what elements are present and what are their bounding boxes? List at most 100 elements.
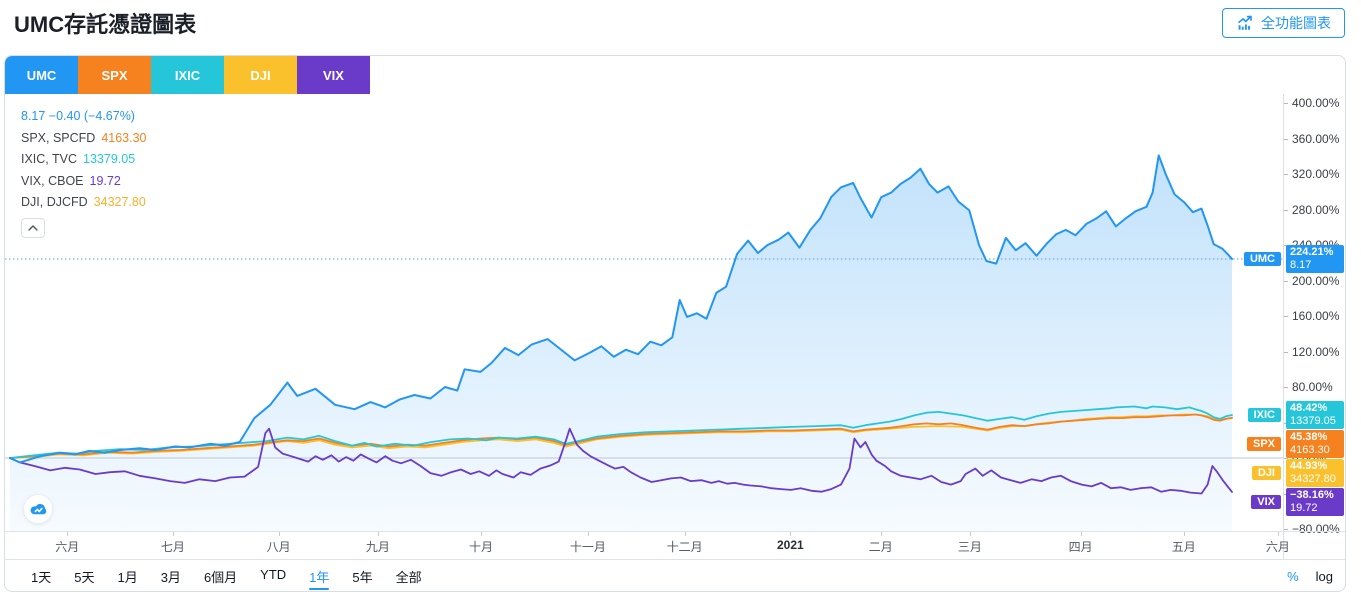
time-scale-tick: [67, 532, 69, 536]
price-scale-label: 280.00%: [1292, 202, 1340, 217]
legend-symbol-value: 4163.30: [101, 130, 147, 145]
legend-symbol-label: DJI, DJCFD: [21, 195, 88, 209]
price-scale-tick: [1284, 458, 1288, 459]
log-scale-button[interactable]: log: [1315, 568, 1333, 584]
chevron-up-icon: [28, 224, 38, 231]
time-scale-label: 六月: [55, 540, 80, 554]
series-line-umc: [9, 154, 1233, 464]
price-tag-percent: 44.93%: [1290, 460, 1328, 473]
price-scale-tick: [1284, 209, 1288, 211]
price-scale-tick: [1284, 103, 1288, 104]
price-tag-price: 34327.80: [1290, 473, 1336, 486]
bottom-toolbar: 1天 5天 1月 3月 6個月 YTD 1年 5年 全部 % log: [5, 559, 1345, 592]
price-tag-umc: 224.21% 8.17: [1286, 245, 1344, 273]
full-featured-chart-button[interactable]: 全功能圖表: [1222, 8, 1345, 38]
time-scale-tick: [969, 532, 971, 536]
range-button-6個月[interactable]: 6個月: [203, 569, 238, 585]
series-flag-spx: SPX: [1246, 437, 1281, 452]
price-tag-price: 8.17: [1290, 259, 1312, 271]
range-button-1年[interactable]: 1年: [309, 561, 330, 592]
price-scale-tick: [1284, 174, 1288, 175]
time-scale-label: 二月: [868, 540, 893, 554]
price-tag-percent: 224.21%: [1290, 246, 1334, 258]
chart-legend: 8.17 −0.40 (−4.67%) SPX, SPCFD 4163.30 IXI…: [21, 106, 147, 238]
tradingview-logo[interactable]: [23, 494, 53, 524]
time-scale-tick: [790, 532, 792, 536]
series-line-spx: [9, 413, 1233, 459]
time-scale-tick: [587, 532, 589, 536]
time-scale-tick: [880, 532, 882, 536]
price-tag-percent: 45.38%: [1290, 431, 1328, 444]
tab-spx[interactable]: SPX: [78, 56, 151, 94]
price-scale-label: 80.00%: [1292, 380, 1333, 394]
time-scale-label: 四月: [1068, 540, 1093, 554]
time-scale-tick: [1277, 532, 1279, 536]
price-tag-dji: 44.93% 34327.80: [1286, 459, 1344, 488]
time-scale-label: 八月: [266, 540, 291, 554]
time-scale-label: 十一月: [569, 540, 606, 554]
legend-symbol-value: 19.72: [89, 173, 121, 188]
percent-scale-button[interactable]: %: [1287, 568, 1299, 584]
time-scale-label: 六月: [1265, 540, 1290, 554]
umc-area-fill: [10, 155, 1232, 531]
full-featured-chart-label: 全功能圖表: [1261, 15, 1331, 31]
price-scale[interactable]: 400.00%360.00%320.00%280.00%240.00%200.0…: [1283, 94, 1345, 536]
price-tag-vix: −38.16% 19.72: [1286, 488, 1344, 517]
date-range-buttons: 1天 5天 1月 3月 6個月 YTD 1年 5年 全部: [31, 561, 422, 592]
series-flag-ixic: IXIC: [1247, 408, 1281, 423]
legend-symbol-label: VIX, CBOE: [21, 173, 84, 188]
range-button-ytd[interactable]: YTD: [260, 566, 287, 582]
price-scale-tick: [1284, 138, 1288, 140]
range-button-1天[interactable]: 1天: [31, 569, 52, 585]
series-flag-dji: DJI: [1251, 466, 1281, 481]
time-scale-tick: [1080, 532, 1082, 536]
legend-symbol-value: 13379.05: [83, 152, 136, 166]
range-button-5天[interactable]: 5天: [74, 569, 95, 585]
time-scale-label: 2021: [776, 538, 804, 552]
price-scale-label: 120.00%: [1292, 344, 1340, 359]
legend-collapse-button[interactable]: [21, 217, 45, 238]
time-scale-label: 三月: [957, 540, 982, 554]
price-tag-ixic: 48.42% 13379.05: [1286, 401, 1344, 430]
time-scale-tick: [377, 532, 379, 536]
legend-row-vix: VIX, CBOE 19.72: [21, 171, 147, 193]
tab-dji[interactable]: DJI: [224, 56, 297, 94]
series-flag-vix: VIX: [1251, 495, 1281, 510]
time-scale-label: 七月: [160, 540, 185, 554]
range-button-5年[interactable]: 5年: [352, 569, 373, 585]
chart-widget-panel: UMC SPX IXIC DJI VIX 8.17 −0.40 (−4.67%) SPX…: [4, 55, 1346, 592]
tab-vix[interactable]: VIX: [297, 56, 370, 94]
time-scale-tick: [278, 532, 280, 536]
legend-row-dji: DJI, DJCFD 34327.80: [21, 192, 147, 214]
price-tag-percent: 48.42%: [1290, 402, 1328, 415]
range-button-3月[interactable]: 3月: [160, 569, 181, 585]
time-scale-tick: [1183, 532, 1185, 536]
price-chart-svg[interactable]: [5, 94, 1283, 531]
time-scale-label: 十二月: [666, 540, 703, 554]
range-button-1月[interactable]: 1月: [117, 569, 138, 585]
page-header: UMC存託憑證圖表 全功能圖表: [0, 0, 1361, 50]
range-button-全部[interactable]: 全部: [395, 569, 422, 585]
legend-symbol-label: SPX, SPCFD: [21, 130, 96, 145]
time-scale-label: 九月: [365, 540, 390, 554]
price-scale-label: −80.00%: [1292, 522, 1340, 536]
price-scale-label: 360.00%: [1292, 131, 1340, 146]
price-scale-label: 320.00%: [1292, 167, 1340, 181]
legend-row-spx: SPX, SPCFD 4163.30: [21, 128, 147, 150]
tab-umc[interactable]: UMC: [5, 56, 78, 94]
price-scale-tick: [1284, 387, 1288, 388]
time-scale-tick: [481, 532, 482, 536]
time-scale-corner-divider: [1283, 532, 1284, 560]
time-scale-tick: [684, 532, 686, 536]
price-scale-label: 160.00%: [1292, 309, 1340, 323]
scale-toggle-group: % log: [1287, 569, 1333, 584]
series-line-vix: [9, 427, 1233, 495]
price-scale-tick: [1284, 529, 1288, 530]
time-scale[interactable]: 六月 七月 八月 九月 十月 十一月 十二月 2021 二月 三月 四月 五月 六月: [5, 531, 1345, 560]
time-scale-tick: [172, 532, 174, 536]
time-scale-label: 十月: [468, 540, 494, 554]
chart-plot-area[interactable]: 8.17 −0.40 (−4.67%) SPX, SPCFD 4163.30 IXI…: [5, 94, 1345, 536]
price-tag-price: 19.72: [1290, 502, 1318, 515]
tab-ixic[interactable]: IXIC: [151, 56, 224, 94]
series-line-ixic: [9, 405, 1233, 459]
